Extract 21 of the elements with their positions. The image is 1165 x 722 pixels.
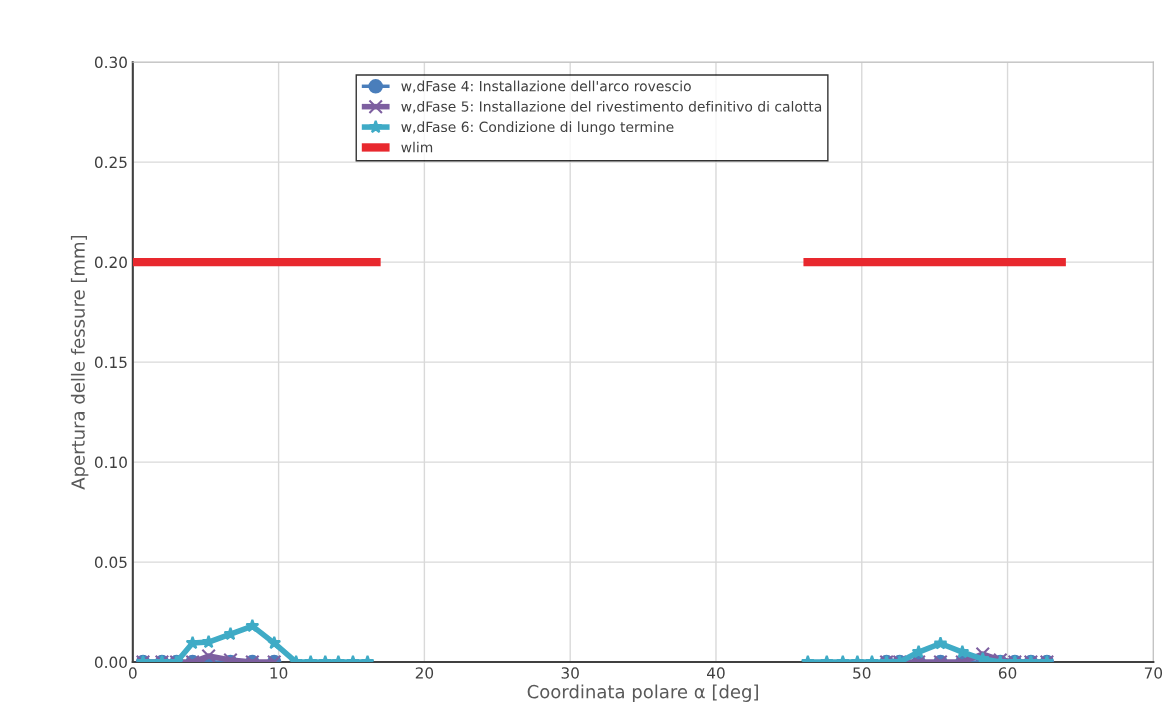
legend-label: w,dFase 4: Installazione dell'arco rovescio (401, 80, 691, 93)
x-tick-label: 20 (415, 667, 434, 679)
legend-label: w,dFase 5: Installazione del rivestimento definitivo di calotta (401, 100, 822, 114)
x-tick-label: 60 (998, 667, 1017, 679)
y-tick-label: 0.25 (94, 156, 127, 169)
y-tick-label: 0.30 (94, 56, 127, 69)
legend-label: wlim (401, 141, 433, 153)
y-tick-label: 0.20 (94, 256, 127, 269)
x-tick-label: 0 (128, 667, 137, 679)
x-tick-label: 40 (707, 667, 725, 679)
x-axis-title: Coordinata polare α [deg] (527, 684, 758, 702)
y-tick-label: 0.00 (94, 656, 127, 669)
legend-label: w,dFase 6: Condizione di lungo termine (401, 121, 674, 135)
x-tick-label: 10 (270, 667, 288, 679)
x-tick-label: 50 (853, 667, 871, 679)
y-tick-label: 0.15 (94, 356, 127, 369)
x-tick-label: 30 (561, 667, 579, 679)
x-tick-label: 70 (1144, 667, 1163, 679)
y-tick-label: 0.05 (94, 556, 127, 569)
y-axis-title: Apertura delle fessure [mm] (70, 235, 89, 490)
y-tick-label: 0.10 (94, 456, 127, 469)
